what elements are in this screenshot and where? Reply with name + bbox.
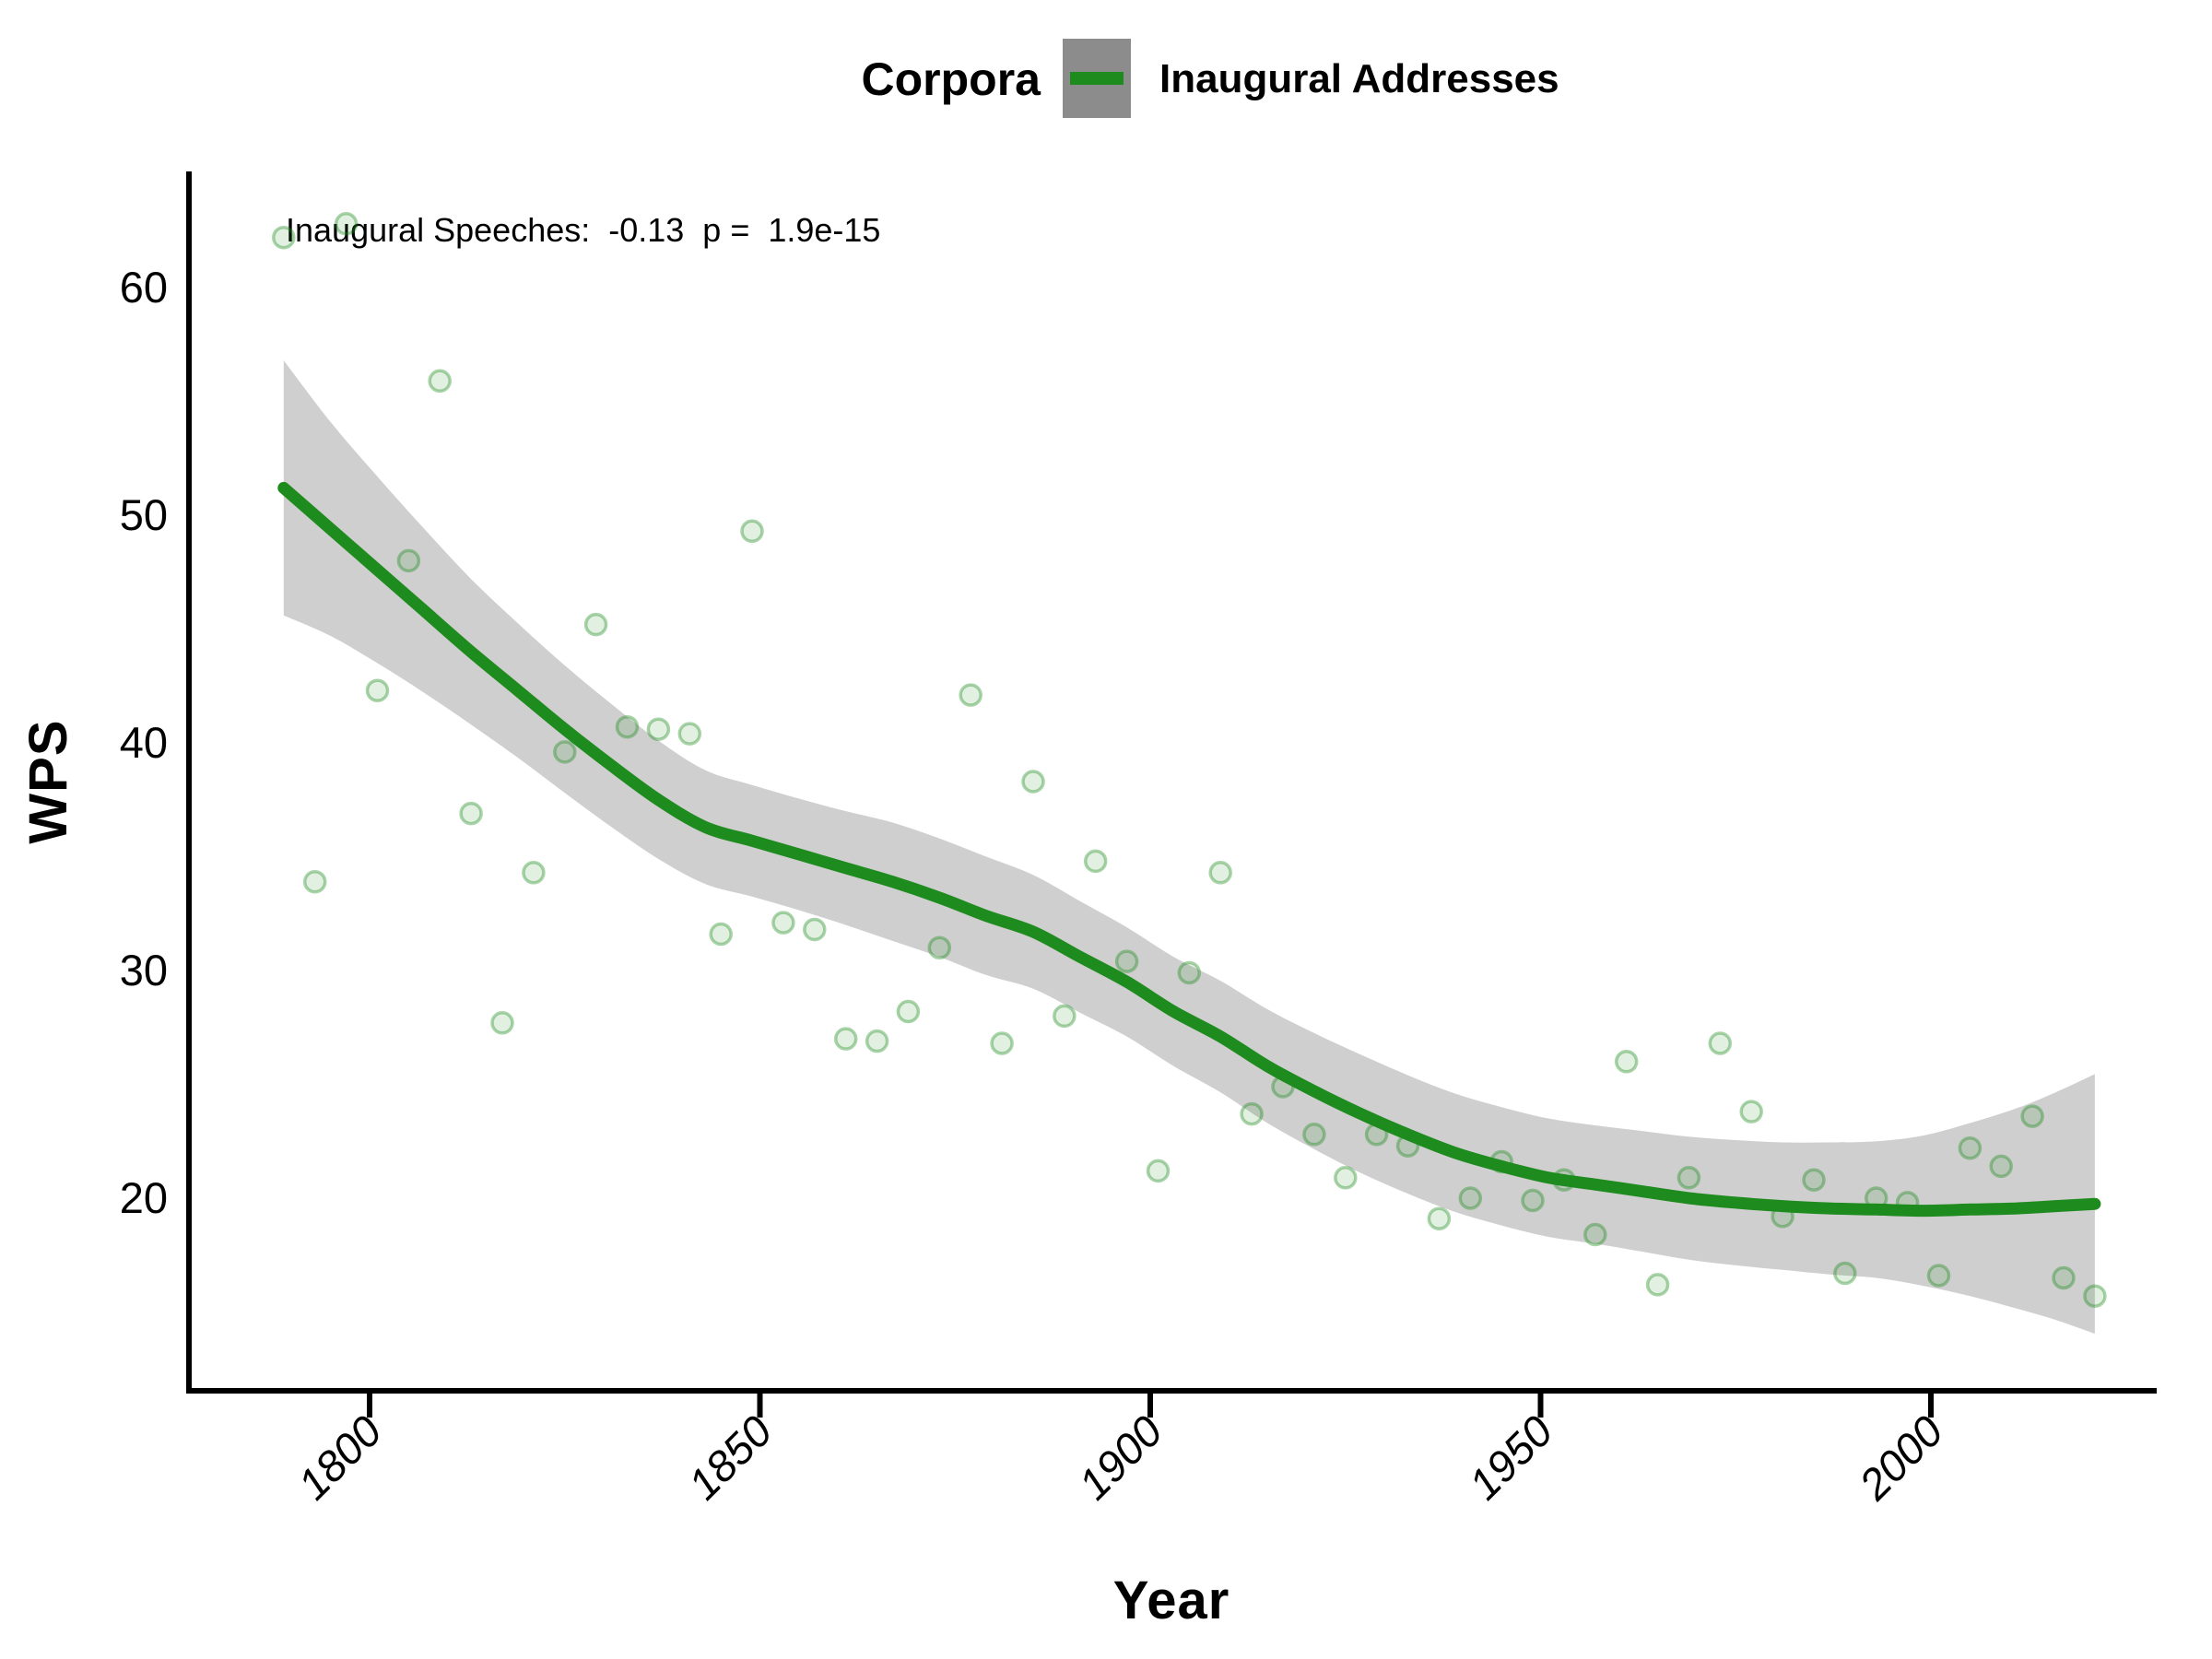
scatter-point (2020, 1104, 2044, 1128)
scatter-point (709, 922, 733, 947)
scatter-point (833, 1027, 858, 1051)
scatter-point (1771, 1205, 1794, 1229)
scatter-point (865, 1029, 889, 1053)
scatter-point (1083, 849, 1108, 874)
scatter-points (272, 212, 2107, 1308)
scatter-point (1302, 1123, 1326, 1147)
scatter-point (1614, 1050, 1639, 1074)
scatter-point (1208, 861, 1232, 885)
scatter-point (646, 717, 671, 741)
annotation-text: Inaugural Speeches: -0.13 p = 1.9e-15 (286, 211, 880, 249)
x-ticks: 1800 1850 1900 1950 2000 (288, 1394, 1952, 1510)
y-tick-label: 20 (120, 1173, 168, 1222)
scatter-point (2052, 1265, 2076, 1290)
legend-title: Corpora (862, 53, 1042, 105)
x-tick-label: 1950 (1459, 1406, 1561, 1509)
scatter-point (771, 911, 795, 935)
scatter-point (1864, 1186, 1888, 1210)
scatter-point (1114, 949, 1139, 973)
scatter-point (1645, 1273, 1670, 1297)
scatter-point (272, 225, 296, 250)
scatter-point (990, 1031, 1014, 1055)
scatter-point (1552, 1168, 1576, 1192)
scatter-point (1021, 770, 1045, 794)
y-tick-label: 60 (120, 263, 168, 312)
scatter-point (1521, 1188, 1545, 1213)
scatter-point (1427, 1206, 1452, 1230)
y-tick-label: 40 (120, 718, 168, 767)
plot-area (272, 212, 2107, 1334)
scatter-point (1677, 1166, 1701, 1190)
x-tick-label: 1850 (678, 1406, 781, 1509)
scatter-point (1271, 1075, 1295, 1099)
scatter-point (615, 714, 640, 739)
x-axis-title: Year (1113, 1571, 1230, 1630)
scatter-point (2083, 1284, 2107, 1308)
y-tick-label: 30 (120, 946, 168, 994)
scatter-point (334, 212, 359, 236)
x-tick-label: 2000 (1849, 1406, 1952, 1510)
x-tick-label: 1800 (288, 1406, 391, 1509)
scatter-point (677, 722, 702, 746)
scatter-point (1708, 1031, 1733, 1055)
scatter-point (1958, 1135, 1983, 1160)
scatter-point (1833, 1261, 1857, 1286)
confidence-band (283, 360, 2095, 1334)
scatter-point (583, 612, 608, 637)
axes: 1800 1850 1900 1950 2000 20 30 40 50 60 (120, 171, 2157, 1510)
scatter-point (1583, 1222, 1607, 1247)
y-tick-labels: 20 30 40 50 60 (120, 263, 168, 1222)
scatter-point (1926, 1264, 1951, 1288)
scatter-point (1489, 1149, 1513, 1174)
scatter-point (1458, 1186, 1483, 1210)
scatter-point (1177, 960, 1202, 985)
scatter-point (396, 548, 421, 573)
scatter-point (803, 917, 827, 942)
scatter-point (896, 999, 921, 1024)
scatter-point (459, 801, 483, 826)
scatter-point (365, 678, 390, 702)
scatter-point (740, 519, 764, 544)
scatter-point (959, 683, 982, 707)
scatter-point (553, 740, 577, 764)
smooth-line (277, 481, 2101, 1218)
x-tick-label: 1900 (1069, 1406, 1171, 1509)
scatter-point (1334, 1166, 1358, 1190)
legend-item-label: Inaugural Addresses (1159, 56, 1559, 101)
y-tick-label: 50 (120, 490, 168, 539)
scatter-point (1802, 1168, 1826, 1192)
scatter-point (1364, 1123, 1389, 1147)
scatter-point (1240, 1101, 1264, 1126)
y-axis-title: WPS (18, 719, 78, 843)
scatter-point (927, 935, 952, 960)
scatter-point (1146, 1159, 1171, 1183)
scatter-point (428, 369, 452, 394)
legend: Corpora Inaugural Addresses (862, 39, 1559, 118)
scatter-point (302, 869, 327, 894)
scatter-point (1053, 1004, 1077, 1029)
scatter-point (1739, 1100, 1763, 1124)
scatter-point (522, 861, 546, 885)
scatter-point (490, 1011, 514, 1035)
scatter-point (1989, 1154, 2013, 1179)
scatter-point (1395, 1134, 1420, 1158)
scatter-point (1895, 1191, 1920, 1215)
